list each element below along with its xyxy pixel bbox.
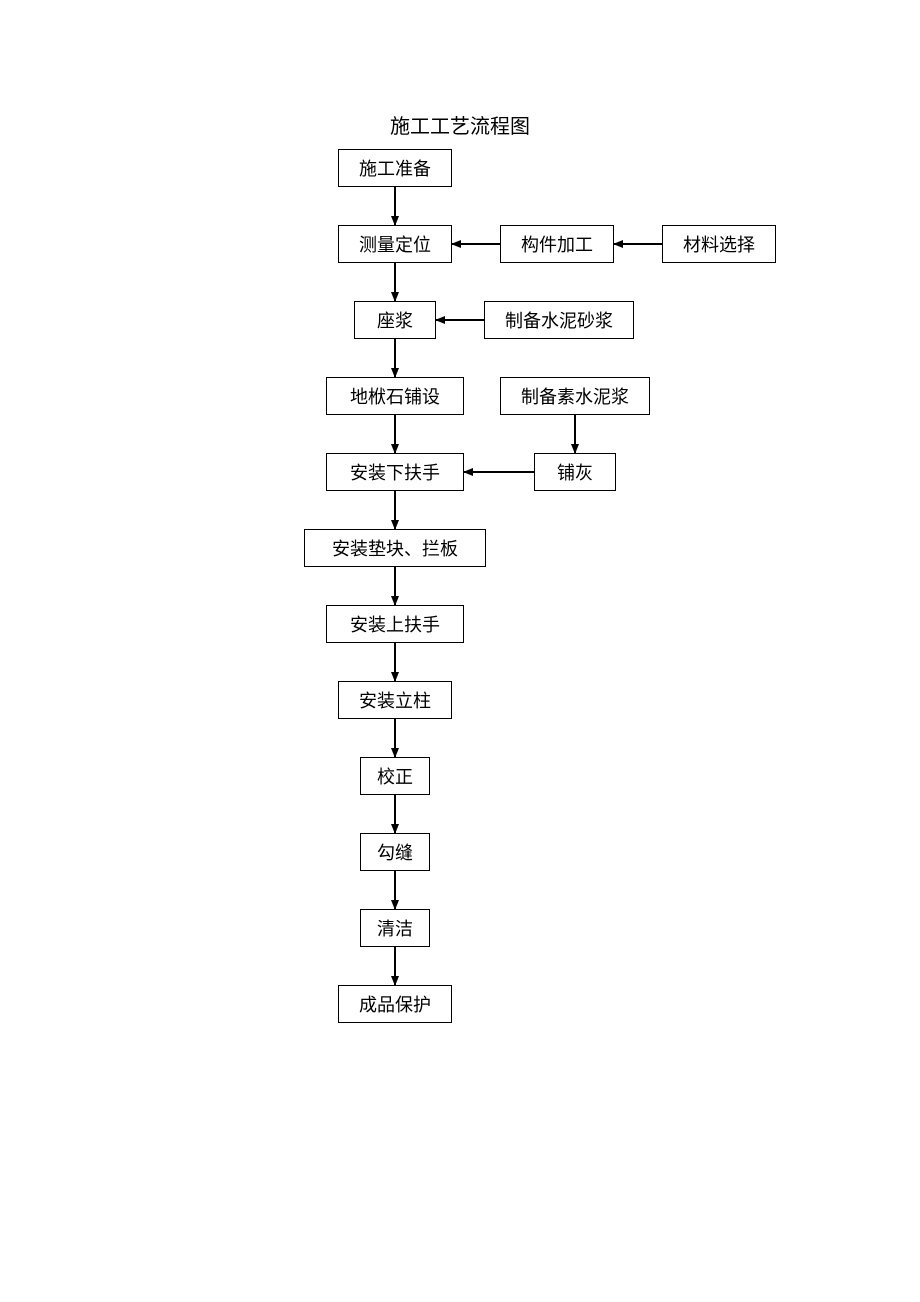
flowchart-node-n9: 校正 xyxy=(360,757,430,795)
flowchart-arrows xyxy=(0,0,920,1302)
flowchart-node-n5b: 铺灰 xyxy=(534,453,616,491)
flowchart-node-n1: 施工准备 xyxy=(338,149,452,187)
flowchart-node-n8: 安装立柱 xyxy=(338,681,452,719)
flowchart-node-n2b: 构件加工 xyxy=(500,225,614,263)
flowchart-node-n10: 勾缝 xyxy=(360,833,430,871)
flowchart-title: 施工工艺流程图 xyxy=(0,110,920,139)
flowchart-node-n2: 测量定位 xyxy=(338,225,452,263)
flowchart-node-n2c: 材料选择 xyxy=(662,225,776,263)
flowchart-node-n3: 座浆 xyxy=(354,301,436,339)
flowchart-node-n6: 安装垫块、拦板 xyxy=(304,529,486,567)
flowchart-node-n12: 成品保护 xyxy=(338,985,452,1023)
flowchart-node-n11: 清洁 xyxy=(360,909,430,947)
flowchart-node-n7: 安装上扶手 xyxy=(326,605,464,643)
flowchart-node-n3b: 制备水泥砂浆 xyxy=(484,301,634,339)
flowchart-node-n4b: 制备素水泥浆 xyxy=(500,377,650,415)
flowchart-node-n5: 安装下扶手 xyxy=(326,453,464,491)
flowchart-node-n4: 地栿石铺设 xyxy=(326,377,464,415)
